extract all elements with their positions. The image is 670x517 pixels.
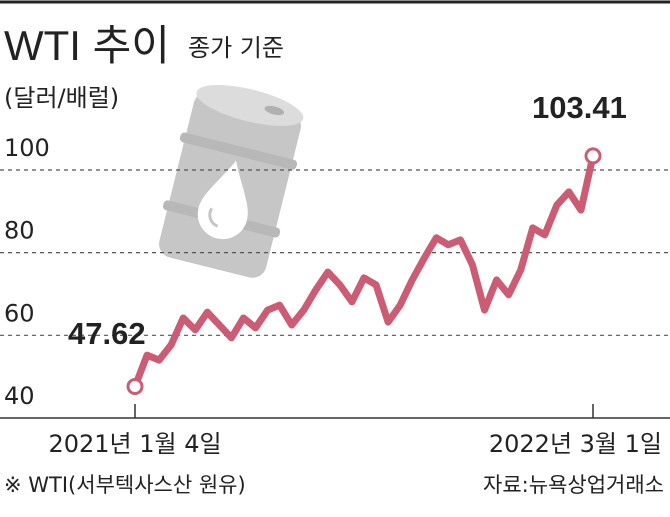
value-label: 103.41: [532, 90, 627, 125]
x-tick-label: 2022년 3월 1일: [489, 430, 662, 458]
data-line: [131, 152, 597, 391]
y-axis-label: (달러/배럴): [4, 84, 119, 112]
note: ※ WTI(서부텍사스산 원유): [4, 473, 246, 497]
source: 자료:뉴욕상업거래소: [483, 473, 664, 497]
value-label: 47.62: [68, 316, 146, 351]
y-tick-label: 80: [4, 217, 35, 245]
point-marker: [126, 378, 144, 396]
y-tick-label: 40: [4, 382, 35, 410]
point-marker: [584, 147, 602, 165]
chart-title: WTI 추이: [4, 22, 170, 69]
y-tick-label: 100: [4, 134, 50, 162]
x-tick-label: 2021년 1월 4일: [48, 430, 221, 458]
barrel-icon: [159, 84, 304, 278]
chart-subtitle: 종가 기준: [188, 34, 284, 62]
y-tick-label: 60: [4, 299, 35, 327]
